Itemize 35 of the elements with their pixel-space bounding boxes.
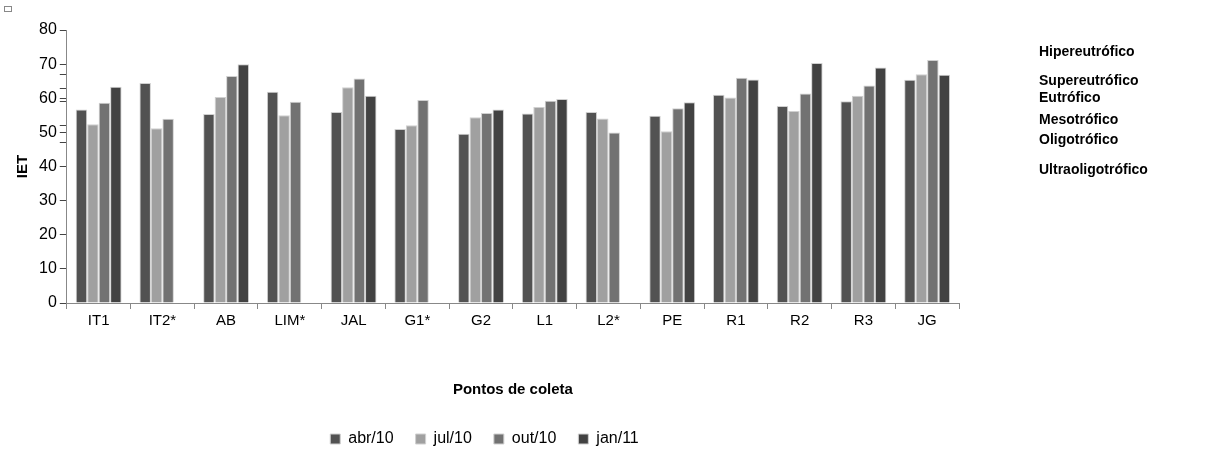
y-tick-label: 0: [47, 293, 57, 311]
x-tick-label: IT1: [87, 311, 110, 329]
text: Hipereutrófico: [1039, 42, 1135, 59]
x-tick-label: LIM*: [274, 311, 306, 329]
x-tick-label: L2*: [597, 311, 620, 329]
y-tick-label: 30: [39, 191, 57, 209]
x-tick-label: G1*: [404, 311, 431, 329]
x-tick-label: L1: [536, 311, 554, 329]
text: Mesotrófico: [1039, 110, 1119, 127]
x-tick-label: R2: [790, 311, 810, 329]
x-tick-label: JAL: [340, 311, 367, 329]
x-tick-label: PE: [662, 311, 683, 329]
x-tick-label: R3: [853, 311, 873, 329]
x-tick-label: IT2*: [148, 311, 177, 329]
text: Ultraoligotrófico: [1039, 160, 1148, 177]
y-tick-label: 60: [39, 88, 57, 106]
y-tick-label: 40: [39, 156, 57, 174]
x-axis-title: Pontos de coleta: [452, 380, 574, 398]
text: Eutrófico: [1039, 88, 1101, 105]
x-tick-label: G2: [471, 311, 492, 329]
x-tick-label: JG: [917, 311, 937, 329]
y-tick-label: 20: [39, 225, 57, 243]
y-tick-label: 10: [39, 259, 57, 277]
legend-label: out/10: [511, 429, 557, 447]
text: Supereutrófico: [1039, 71, 1139, 88]
x-tick-label: AB: [216, 311, 237, 329]
text: Oligotrófico: [1039, 130, 1119, 147]
x-tick-label: R1: [726, 311, 746, 329]
legend-label: jan/11: [595, 429, 639, 447]
y-axis-title: IET: [13, 154, 31, 179]
legend-label: jul/10: [432, 429, 472, 447]
y-tick-label: 70: [39, 54, 57, 72]
y-tick-label: 50: [39, 122, 57, 140]
y-tick-label: 80: [39, 20, 57, 38]
legend-label: abr/10: [348, 429, 394, 447]
